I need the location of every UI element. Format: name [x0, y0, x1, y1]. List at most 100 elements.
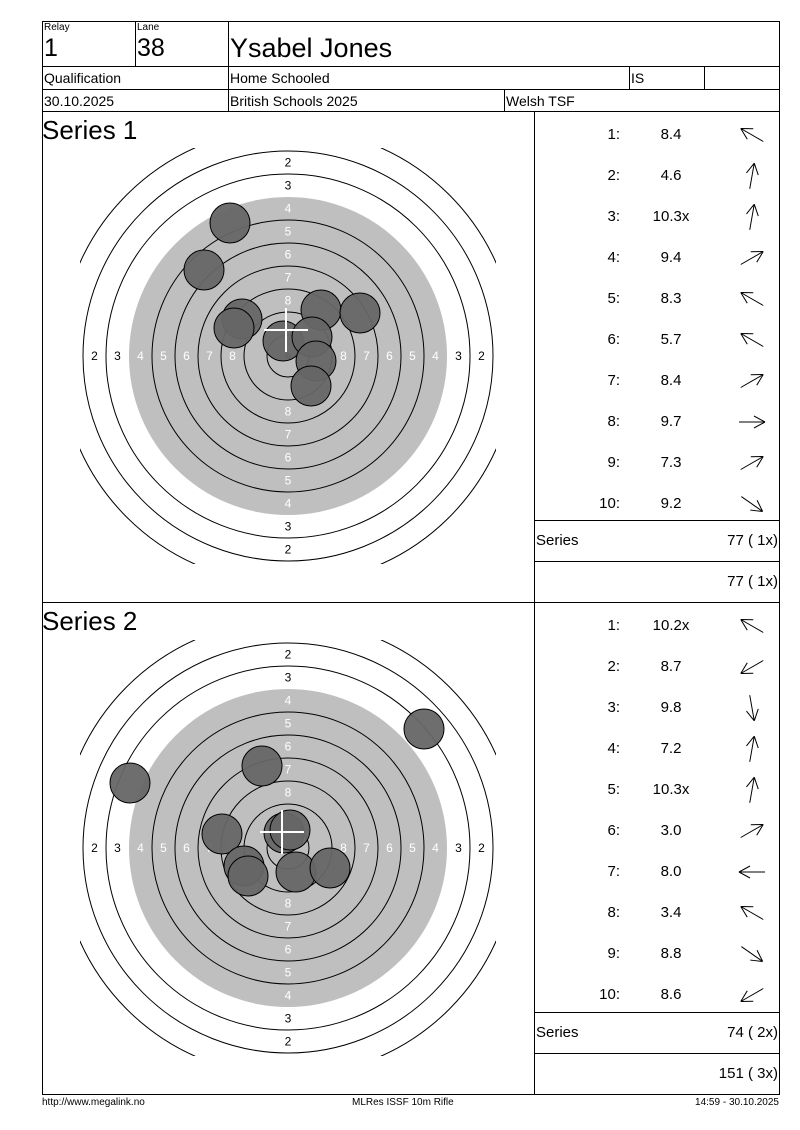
- lane-value: 38: [137, 34, 165, 62]
- shot-score: 8.6: [660, 986, 682, 1003]
- ring-label: 4: [285, 202, 292, 216]
- shot-score: 7.2: [660, 740, 682, 757]
- ring-label: 4: [137, 841, 144, 855]
- shot-score: 10.3x: [652, 208, 690, 225]
- shot-score: 9.7: [660, 413, 682, 430]
- ring-label: 4: [137, 349, 144, 363]
- shot-hole: [290, 365, 332, 407]
- shot-row: 7: 8.4: [536, 360, 780, 401]
- ring-label: 4: [285, 694, 292, 708]
- shot-number: 9:: [607, 454, 620, 471]
- direction-arrow-icon: [740, 292, 764, 306]
- shot-number: 5:: [607, 290, 620, 307]
- shot-number: 8:: [607, 413, 620, 430]
- shot-hole: [309, 847, 351, 889]
- series-label: Series: [536, 532, 579, 549]
- direction-arrow-icon: [741, 496, 764, 512]
- shot-number: 1:: [607, 617, 620, 634]
- shot-number: 7:: [607, 863, 620, 880]
- ring-label: 6: [285, 943, 292, 957]
- shot-number: 4:: [607, 249, 620, 266]
- shot-score: 8.4: [660, 372, 682, 389]
- ring-label: 6: [386, 349, 393, 363]
- ring-label: 5: [285, 225, 292, 239]
- shot-row: 6: 3.0: [536, 810, 780, 851]
- shot-hole: [209, 202, 251, 244]
- shot-row: 5: 10.3x: [536, 769, 780, 810]
- ring-label: 5: [409, 349, 416, 363]
- direction-arrow-icon: [740, 374, 764, 388]
- shot-hole: [213, 307, 255, 349]
- ring-label: 3: [285, 520, 292, 534]
- ring-label: 2: [478, 841, 485, 855]
- direction-arrow-icon: [740, 660, 764, 674]
- ring-label: 3: [285, 671, 292, 685]
- footer-url[interactable]: http://www.megalink.no: [42, 1097, 145, 1108]
- direction-arrow-icon: [740, 333, 764, 347]
- shot-score: 9.8: [660, 699, 682, 716]
- shot-number: 5:: [607, 781, 620, 798]
- series-title: Series 1: [42, 115, 138, 145]
- ring-label: 4: [285, 989, 292, 1003]
- direction-arrow-icon: [740, 456, 764, 470]
- shot-number: 6:: [607, 331, 620, 348]
- ring-label: 8: [285, 897, 292, 911]
- series-total: 77 ( 1x): [727, 532, 778, 549]
- ring-label: 5: [285, 474, 292, 488]
- shot-row: 2: 8.7: [536, 646, 780, 687]
- ring-label: 2: [285, 648, 292, 662]
- shot-number: 6:: [607, 822, 620, 839]
- ring-label: 6: [285, 248, 292, 262]
- direction-arrow-icon: [746, 203, 759, 230]
- shot-score: 9.2: [660, 495, 682, 512]
- ring-label: 2: [285, 543, 292, 557]
- ring-label: 8: [340, 841, 347, 855]
- ring-label: 2: [91, 349, 98, 363]
- ring-label: 6: [285, 451, 292, 465]
- shot-number: 3:: [607, 699, 620, 716]
- ring-label: 7: [363, 841, 370, 855]
- shot-score: 8.0: [660, 863, 682, 880]
- shot-hole: [201, 813, 243, 855]
- shot-hole: [269, 809, 311, 851]
- shot-hole: [403, 708, 445, 750]
- ring-label: 5: [409, 841, 416, 855]
- shot-number: 2:: [607, 658, 620, 675]
- ring-label: 8: [229, 349, 236, 363]
- ring-label: 5: [285, 966, 292, 980]
- shot-number: 1:: [607, 126, 620, 143]
- shot-number: 3:: [607, 208, 620, 225]
- direction-arrow-icon: [746, 776, 759, 803]
- ring-7: [197, 757, 379, 939]
- shot-score: 8.8: [660, 945, 682, 962]
- shot-score: 10.2x: [652, 617, 690, 634]
- shot-score: 8.4: [660, 126, 682, 143]
- ring-label: 4: [432, 349, 439, 363]
- direction-arrow-icon: [740, 128, 764, 142]
- shot-row: 10: 9.2: [536, 483, 780, 524]
- stage: Qualification: [44, 70, 122, 86]
- direction-arrow-icon: [740, 824, 764, 838]
- shot-hole: [109, 762, 151, 804]
- shot-score: 9.4: [660, 249, 682, 266]
- shot-number: 10:: [599, 495, 620, 512]
- shot-hole: [227, 855, 269, 897]
- series-title: Series 2: [42, 606, 138, 636]
- shot-row: 9: 8.8: [536, 933, 780, 974]
- shot-number: 8:: [607, 904, 620, 921]
- direction-arrow-icon: [740, 251, 764, 265]
- relay-label: Relay: [44, 22, 70, 33]
- ring-label: 8: [285, 405, 292, 419]
- ring-label: 6: [386, 841, 393, 855]
- ring-label: 4: [432, 841, 439, 855]
- shot-row: 7: 8.0: [536, 851, 780, 892]
- ring-7: [197, 265, 379, 447]
- group-center-crosshair: [260, 810, 304, 854]
- shot-row: 8: 3.4: [536, 892, 780, 933]
- ring-5: [151, 711, 425, 985]
- relay-value: 1: [44, 34, 58, 62]
- ring-label: 8: [285, 294, 292, 308]
- shooter-name: Ysabel Jones: [230, 33, 393, 63]
- ring-label: 7: [285, 271, 292, 285]
- shot-row: 9: 7.3: [536, 442, 780, 483]
